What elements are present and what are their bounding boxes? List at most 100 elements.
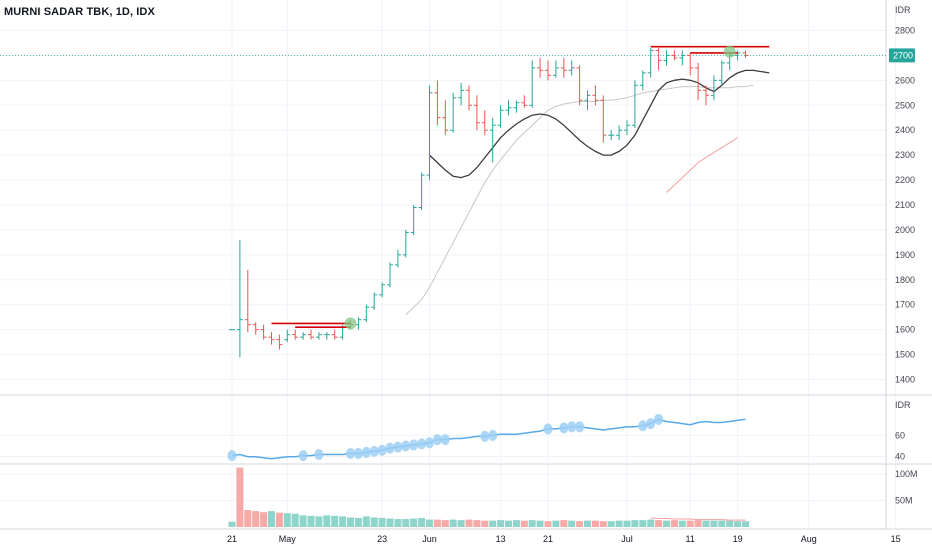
relative-strength-dot [654, 413, 664, 425]
price-axis[interactable]: IDR 2800 2700 2600 2500 2400 2300 2200 2100 2000 1… [889, 5, 918, 505]
ohlc-bar [529, 60, 536, 108]
volume-bar [228, 521, 236, 527]
rs-axis-unit-label: IDR [895, 400, 911, 410]
volume-bar [307, 515, 315, 527]
ohlc-bar [537, 57, 544, 78]
relative-strength-dot [417, 438, 427, 450]
time-tick-label: May [279, 534, 297, 544]
volume-bar [315, 516, 323, 527]
volume-pane[interactable] [228, 467, 750, 527]
volume-tick-label: 100M [895, 469, 918, 479]
time-tick-label: 11 [686, 534, 695, 544]
ohlc-bar [260, 324, 267, 340]
volume-bar [354, 517, 362, 527]
ohlc-bar [268, 332, 275, 345]
volume-bar [520, 520, 528, 527]
volume-bar [489, 520, 497, 527]
volume-bar [599, 521, 607, 527]
ohlc-bar [331, 329, 338, 340]
volume-bar [465, 519, 473, 527]
relative-strength-dot [401, 440, 411, 452]
volume-bar [568, 520, 576, 527]
volume-bar [339, 516, 347, 527]
price-pane[interactable] [0, 45, 886, 358]
ohlc-bar [703, 85, 709, 106]
volume-bar [560, 520, 568, 527]
volume-bar [244, 510, 252, 527]
ohlc-bar [600, 95, 607, 143]
relative-strength-dot [227, 450, 237, 462]
relative-strength-dot [298, 450, 308, 462]
ohlc-bar [394, 249, 401, 268]
volume-bar [726, 520, 734, 527]
ohlc-bar [276, 334, 283, 350]
volume-bar [623, 520, 631, 527]
volume-bar [663, 520, 670, 527]
volume-bar [386, 518, 394, 527]
volume-bar [378, 517, 386, 527]
volume-bar [481, 520, 489, 527]
relative-strength-dot [377, 444, 387, 456]
volume-bar [260, 512, 268, 527]
price-tick-label: 2300 [895, 150, 915, 160]
volume-bar [402, 519, 410, 527]
price-axis-unit-label: IDR [895, 5, 911, 15]
relative-strength-dot [567, 421, 577, 433]
volume-bar [347, 517, 354, 527]
ohlc-bar [450, 92, 457, 133]
ohlc-bar [742, 50, 749, 58]
volume-bar [584, 520, 591, 527]
ohlc-bar [560, 57, 567, 78]
moving-average-red-line [666, 137, 738, 193]
ohlc-bar [710, 75, 717, 101]
ohlc-bar [695, 62, 702, 101]
volume-bar [505, 520, 512, 527]
ohlc-bar [592, 85, 599, 106]
price-tick-label: 2400 [895, 125, 915, 135]
volume-bar [370, 517, 378, 527]
volume-bar [734, 521, 742, 527]
volume-average-line [650, 517, 746, 521]
volume-bar [742, 521, 749, 527]
volume-bar [536, 520, 544, 527]
ohlc-bar [252, 322, 259, 335]
volume-bar [694, 520, 702, 527]
volume-bar [418, 517, 426, 527]
relative-strength-dot [488, 429, 498, 441]
relative-strength-dot [361, 446, 371, 458]
volume-bar [449, 519, 457, 527]
volume-tick-label: 50M [895, 495, 913, 505]
relative-strength-dot [480, 430, 490, 442]
ohlc-bar [663, 50, 670, 66]
relative-strength-dot [638, 420, 648, 432]
rs-tick-label: 60 [895, 430, 905, 440]
pane-dividers [0, 0, 932, 530]
volume-bar [552, 520, 560, 527]
ohlc-bar [292, 329, 299, 340]
rs-tick-label: 40 [895, 452, 905, 462]
ohlc-bar [236, 239, 243, 358]
volume-bar [655, 520, 663, 527]
relative-strength-pane[interactable] [227, 413, 746, 462]
relative-strength-dot [432, 434, 442, 446]
ohlc-bar [473, 95, 480, 131]
time-tick-label: 13 [496, 534, 506, 544]
ohlc-bar [513, 100, 520, 113]
ohlc-bar [647, 47, 654, 78]
ohlc-bar [308, 329, 314, 340]
ohlc-bar [300, 332, 307, 340]
volume-bar [497, 520, 505, 527]
volume-bar [591, 520, 599, 527]
time-axis[interactable]: 21May23Jun1321Jul1119Aug1529 [227, 534, 932, 544]
ohlc-bar [671, 50, 678, 61]
price-tick-label: 2800 [895, 25, 915, 35]
volume-bar [362, 516, 370, 527]
ohlc-bar [679, 50, 686, 66]
time-tick-label: 15 [891, 534, 901, 544]
ohlc-bar [568, 60, 575, 76]
volume-bar [441, 520, 449, 527]
relative-strength-dot [559, 422, 569, 434]
time-tick-label: 23 [377, 534, 387, 544]
volume-bar [323, 515, 331, 527]
